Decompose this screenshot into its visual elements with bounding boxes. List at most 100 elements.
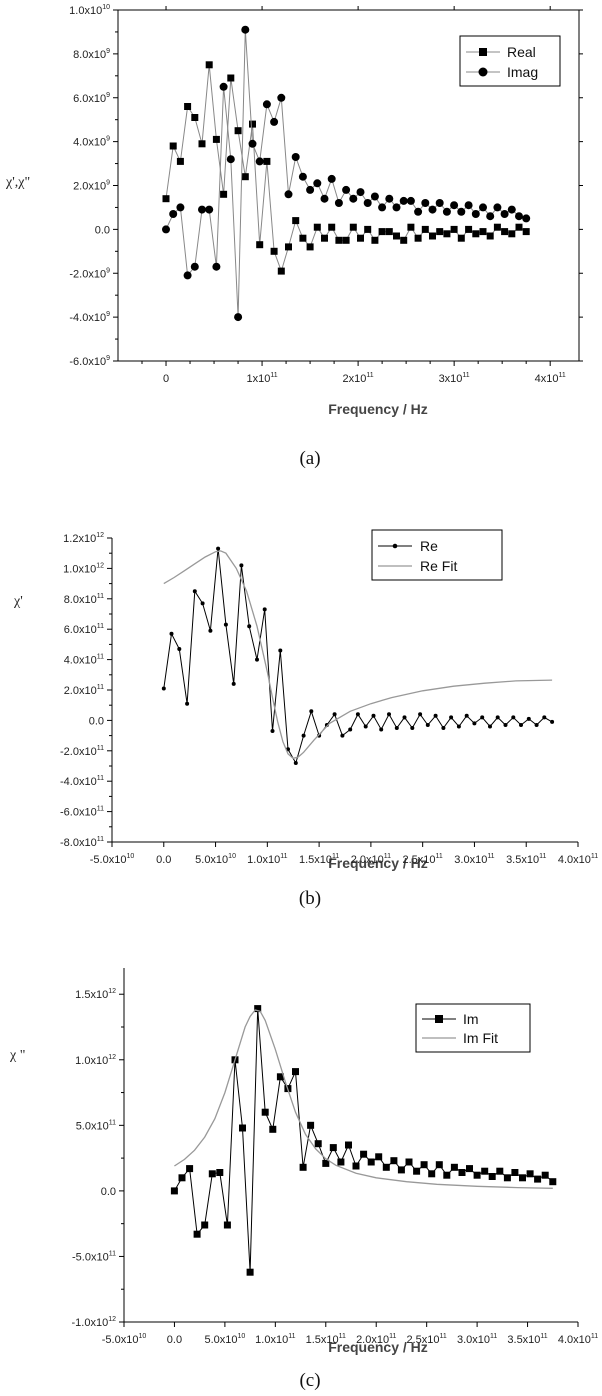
x-tick-label: 1.5x1011	[306, 1333, 346, 1346]
data-point	[503, 723, 508, 727]
legend-entry-re-fit: Re Fit	[378, 558, 457, 574]
series-im-fit	[174, 1009, 553, 1189]
data-point	[292, 1068, 299, 1076]
x-axis-label: Frequency / Hz	[328, 855, 428, 871]
data-point	[192, 589, 197, 594]
x-tick-label: 3x1011	[439, 372, 470, 385]
data-point	[314, 1140, 322, 1148]
data-point	[406, 196, 415, 205]
data-point	[298, 172, 307, 181]
data-point	[507, 205, 516, 214]
legend-label: Imag	[507, 64, 538, 80]
dot-marker-icon	[392, 543, 398, 549]
x-tick-label: 3.5x1011	[507, 1333, 547, 1346]
data-point	[198, 205, 206, 214]
y-tick-label: 1.2x1012	[63, 532, 104, 545]
y-tick-label: -6.0x1011	[60, 806, 104, 819]
data-point	[234, 313, 243, 322]
data-point	[371, 713, 376, 718]
data-point	[466, 1165, 473, 1173]
data-point	[542, 715, 547, 720]
legend-entry-re: Re	[378, 538, 438, 554]
data-point	[363, 724, 368, 729]
data-point	[178, 1174, 186, 1182]
axes: 1.0x1010 8.0x109 6.0x109 4.0x109 2.0x109 0.0 -…	[69, 4, 583, 385]
data-point	[292, 217, 300, 225]
data-point	[541, 1171, 549, 1179]
data-point	[201, 1221, 209, 1229]
data-point	[241, 173, 249, 181]
square-marker-icon	[479, 48, 487, 56]
data-point	[309, 709, 314, 714]
data-point	[402, 715, 407, 720]
circle-marker-icon	[478, 67, 488, 77]
data-point	[216, 546, 221, 551]
data-point	[277, 267, 285, 275]
data-point	[425, 723, 430, 727]
data-point	[435, 1161, 443, 1169]
legend-entry-imag: Imag	[466, 64, 538, 80]
square-marker-icon	[435, 1015, 443, 1023]
legend-box	[415, 1003, 531, 1053]
chart-panel-c: χ " Frequency / Hz (c) 1.5x1012 1.0x1012 5…	[9, 968, 598, 1391]
data-point	[457, 207, 466, 216]
y-tick-label: -5.0x1011	[72, 1250, 116, 1263]
data-point	[337, 1158, 345, 1166]
y-tick-label: -8.0x1011	[60, 836, 104, 849]
data-point	[313, 223, 321, 231]
data-point	[170, 1187, 178, 1195]
x-tick-label: 2.0x1011	[351, 853, 391, 866]
y-tick-label: 6.0x1011	[64, 623, 104, 636]
data-point	[278, 648, 283, 653]
y-tick-label: 8.0x109	[73, 48, 110, 61]
y-tick-label: -1.0x1012	[72, 1316, 117, 1329]
data-point	[442, 207, 451, 216]
data-point	[390, 1157, 398, 1165]
data-point	[367, 1158, 375, 1166]
data-point	[349, 223, 357, 231]
data-point	[313, 179, 322, 188]
data-point	[285, 243, 292, 251]
data-point	[443, 1171, 451, 1179]
data-point	[393, 232, 400, 240]
data-point	[493, 223, 501, 231]
y-tick-label: 1.5x1012	[75, 988, 116, 1001]
legend-label: Im Fit	[463, 1030, 498, 1046]
chart-panel-a: χ',χ" Frequency / Hz (a) 1.0x1010 8.0x109…	[5, 4, 583, 469]
data-point	[321, 234, 328, 242]
data-point	[378, 228, 386, 236]
data-point	[169, 142, 177, 150]
data-point	[414, 234, 422, 242]
y-tick-label: -4.0x109	[69, 311, 110, 324]
data-point	[503, 1174, 511, 1182]
data-point	[364, 225, 372, 233]
data-point	[246, 1268, 254, 1276]
series-real	[162, 61, 530, 275]
data-point	[392, 203, 401, 212]
data-point	[255, 657, 259, 662]
data-point	[198, 140, 206, 148]
data-point	[239, 563, 244, 568]
data-point	[400, 236, 408, 244]
data-point	[270, 729, 275, 733]
data-point	[420, 1161, 428, 1169]
data-point	[223, 1221, 231, 1229]
data-point	[249, 120, 256, 128]
legend: Im Im Fit	[415, 1003, 531, 1053]
data-point	[428, 205, 437, 214]
data-point	[508, 230, 516, 238]
legend-entry-im: Im	[422, 1011, 479, 1027]
x-tick-label: 3.5x1011	[506, 853, 546, 866]
x-tick-label: 1.0x1011	[247, 853, 287, 866]
data-point	[161, 686, 166, 691]
data-point	[511, 1169, 519, 1176]
legend-label: Re	[420, 538, 438, 554]
data-point	[256, 241, 264, 249]
data-point	[231, 681, 236, 686]
y-axis-label: χ'	[13, 594, 23, 609]
data-point	[307, 1121, 315, 1129]
y-tick-label: -4.0x1011	[60, 775, 104, 788]
data-point	[399, 196, 408, 205]
data-point	[436, 228, 444, 236]
data-point	[193, 1230, 201, 1238]
